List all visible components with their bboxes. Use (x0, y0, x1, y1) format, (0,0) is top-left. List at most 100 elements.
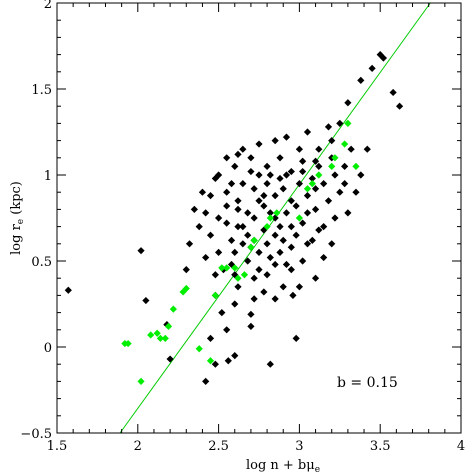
y-tick-label: 1.5 (31, 83, 52, 98)
data-point-black (311, 185, 320, 193)
x-tick-label: 3 (295, 439, 303, 454)
ticks-layer (56, 2, 462, 434)
y-axis-label-post: (kpc) (9, 181, 24, 219)
y-tick-label: 1 (44, 169, 52, 184)
x-tick-label: 2.5 (208, 439, 229, 454)
data-point-black (287, 266, 295, 274)
data-point-black (271, 137, 279, 145)
data-point-black (336, 119, 344, 127)
data-point-black (344, 99, 352, 107)
data-point-black (276, 223, 284, 231)
data-point-black (295, 180, 303, 188)
data-point-black (287, 243, 295, 251)
data-point-black (137, 247, 145, 255)
data-point-black (244, 231, 252, 239)
data-point-black (185, 240, 194, 248)
data-point-black (331, 171, 339, 179)
data-point-black (299, 157, 307, 165)
data-point-black (223, 188, 231, 196)
data-point-black (266, 171, 274, 179)
x-tick-label: 1.5 (47, 439, 68, 454)
x-tick-label: 2 (134, 439, 142, 454)
data-point-black (244, 209, 252, 217)
data-point-green (124, 339, 132, 348)
data-point-green (169, 305, 177, 313)
data-point-black (341, 162, 349, 170)
data-point-black (227, 236, 236, 244)
data-point-black (279, 236, 287, 244)
data-point-green (247, 243, 255, 251)
data-point-black (336, 188, 344, 196)
data-point-green (308, 180, 316, 188)
data-point-black (299, 219, 307, 227)
data-point-black (247, 167, 255, 176)
data-point-black (234, 197, 242, 205)
data-point-black (250, 295, 258, 303)
data-point-green (266, 214, 274, 222)
data-point-black (234, 283, 242, 291)
data-point-black (266, 360, 274, 368)
data-point-green (156, 334, 165, 342)
data-point-green (211, 291, 219, 299)
data-point-black (299, 257, 307, 265)
data-point-black (206, 231, 215, 239)
data-point-green (352, 162, 360, 170)
annotation-text: b = 0.15 (337, 375, 398, 391)
data-point-black (263, 180, 271, 188)
data-point-black (223, 154, 231, 162)
data-point-black (292, 231, 300, 239)
data-point-green (147, 331, 155, 339)
tick-labels-layer: 1.5 2 2.5 3 3.5 4 −0.5 0 0.5 1 1.5 2 (20, 0, 465, 454)
data-point-black (263, 271, 271, 279)
data-point-black (211, 174, 219, 183)
data-point-black (255, 140, 263, 148)
data-point-black (224, 357, 232, 365)
data-point-black (331, 214, 339, 222)
data-point-black (282, 209, 291, 217)
data-point-black (271, 260, 279, 269)
data-point-black (287, 223, 295, 231)
data-point-black (234, 150, 242, 158)
data-point-black (231, 248, 239, 256)
data-point-black (239, 180, 247, 188)
data-point-black (255, 197, 263, 205)
data-point-black (234, 205, 242, 213)
data-point-black (250, 214, 258, 222)
data-point-black (395, 102, 404, 110)
data-point-black (303, 240, 312, 248)
data-point-black (282, 260, 291, 269)
data-point-black (202, 253, 210, 262)
data-point-black (266, 253, 274, 262)
data-point-black (231, 300, 239, 308)
data-point-black (271, 295, 279, 303)
data-point-black (202, 209, 210, 217)
data-point-black (255, 248, 263, 256)
data-point-black (260, 202, 268, 210)
data-point-black (231, 352, 239, 360)
data-point-black (328, 137, 336, 145)
data-point-black (282, 171, 291, 179)
data-point-black (308, 236, 316, 244)
data-point-black (315, 145, 323, 153)
y-axis-label-sub: e (16, 219, 26, 224)
data-point-green (223, 264, 231, 272)
data-point-black (315, 226, 323, 234)
data-point-black (271, 214, 279, 222)
data-point-black (206, 192, 215, 200)
data-point-green (206, 357, 215, 365)
data-point-black (266, 209, 274, 217)
data-point-green (341, 140, 349, 148)
data-point-black (182, 266, 190, 274)
data-point-black (328, 240, 336, 248)
data-point-black (287, 167, 295, 176)
data-point-black (239, 240, 247, 248)
data-point-black (357, 171, 365, 179)
data-point-black (211, 271, 219, 279)
data-point-black (206, 334, 215, 342)
data-point-black (344, 209, 352, 217)
data-point-black (260, 226, 268, 234)
data-point-black (223, 202, 231, 210)
data-point-black (247, 310, 255, 318)
data-point-black (202, 377, 210, 385)
